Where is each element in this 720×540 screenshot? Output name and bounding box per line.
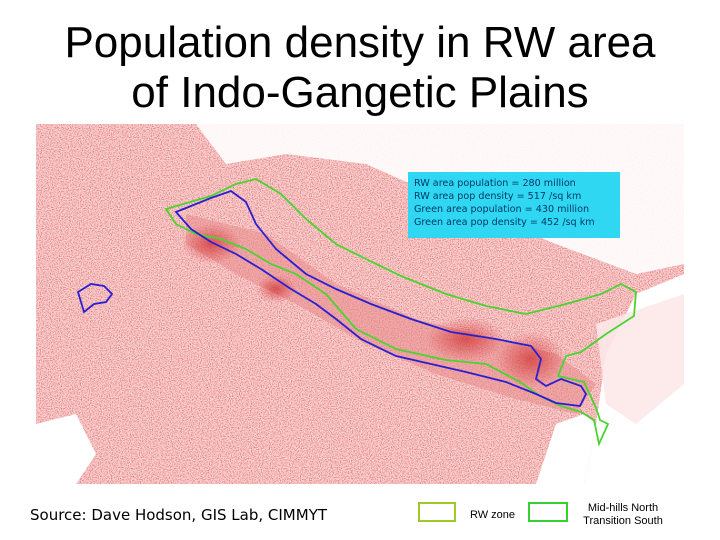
legend-label-rw: RW zone	[470, 509, 516, 521]
title-line-1: Population density in RW area	[64, 18, 656, 67]
hotspot-delhi	[256, 275, 296, 303]
legend-swatch-midhills	[528, 502, 568, 522]
source-credit: Source: Dave Hodson, GIS Lab, CIMMYT	[30, 506, 328, 524]
slide-title: Population density in RW area of Indo-Ga…	[0, 18, 720, 118]
stat-green-population: Green area population = 430 million	[414, 204, 590, 215]
bay-area	[536, 414, 596, 484]
legend-swatch-rw	[418, 502, 456, 522]
legend-label-midhills-line1: Mid-hills North	[587, 502, 659, 514]
gangetic-dense-band	[186, 214, 596, 414]
legend-label-midhills-line2: Transition South	[583, 515, 663, 527]
hotspot-bengal	[496, 331, 566, 387]
stat-rw-density: RW area pop density = 517 /sq km	[414, 191, 582, 202]
statistics-box: RW area population = 280 million RW area…	[408, 172, 620, 238]
title-line-2: of Indo-Gangetic Plains	[131, 68, 589, 117]
sea-area	[36, 414, 96, 484]
rw-area-boundary-west	[76, 283, 114, 314]
rw-area-boundary	[174, 189, 588, 407]
hotspot-bihar	[426, 317, 506, 361]
green-area-boundary	[164, 178, 637, 447]
legend-label-midhills: Mid-hills North Transition South	[578, 502, 668, 528]
stat-rw-population: RW area population = 280 million	[414, 178, 576, 189]
stat-green-density: Green area pop density = 452 /sq km	[414, 217, 595, 228]
